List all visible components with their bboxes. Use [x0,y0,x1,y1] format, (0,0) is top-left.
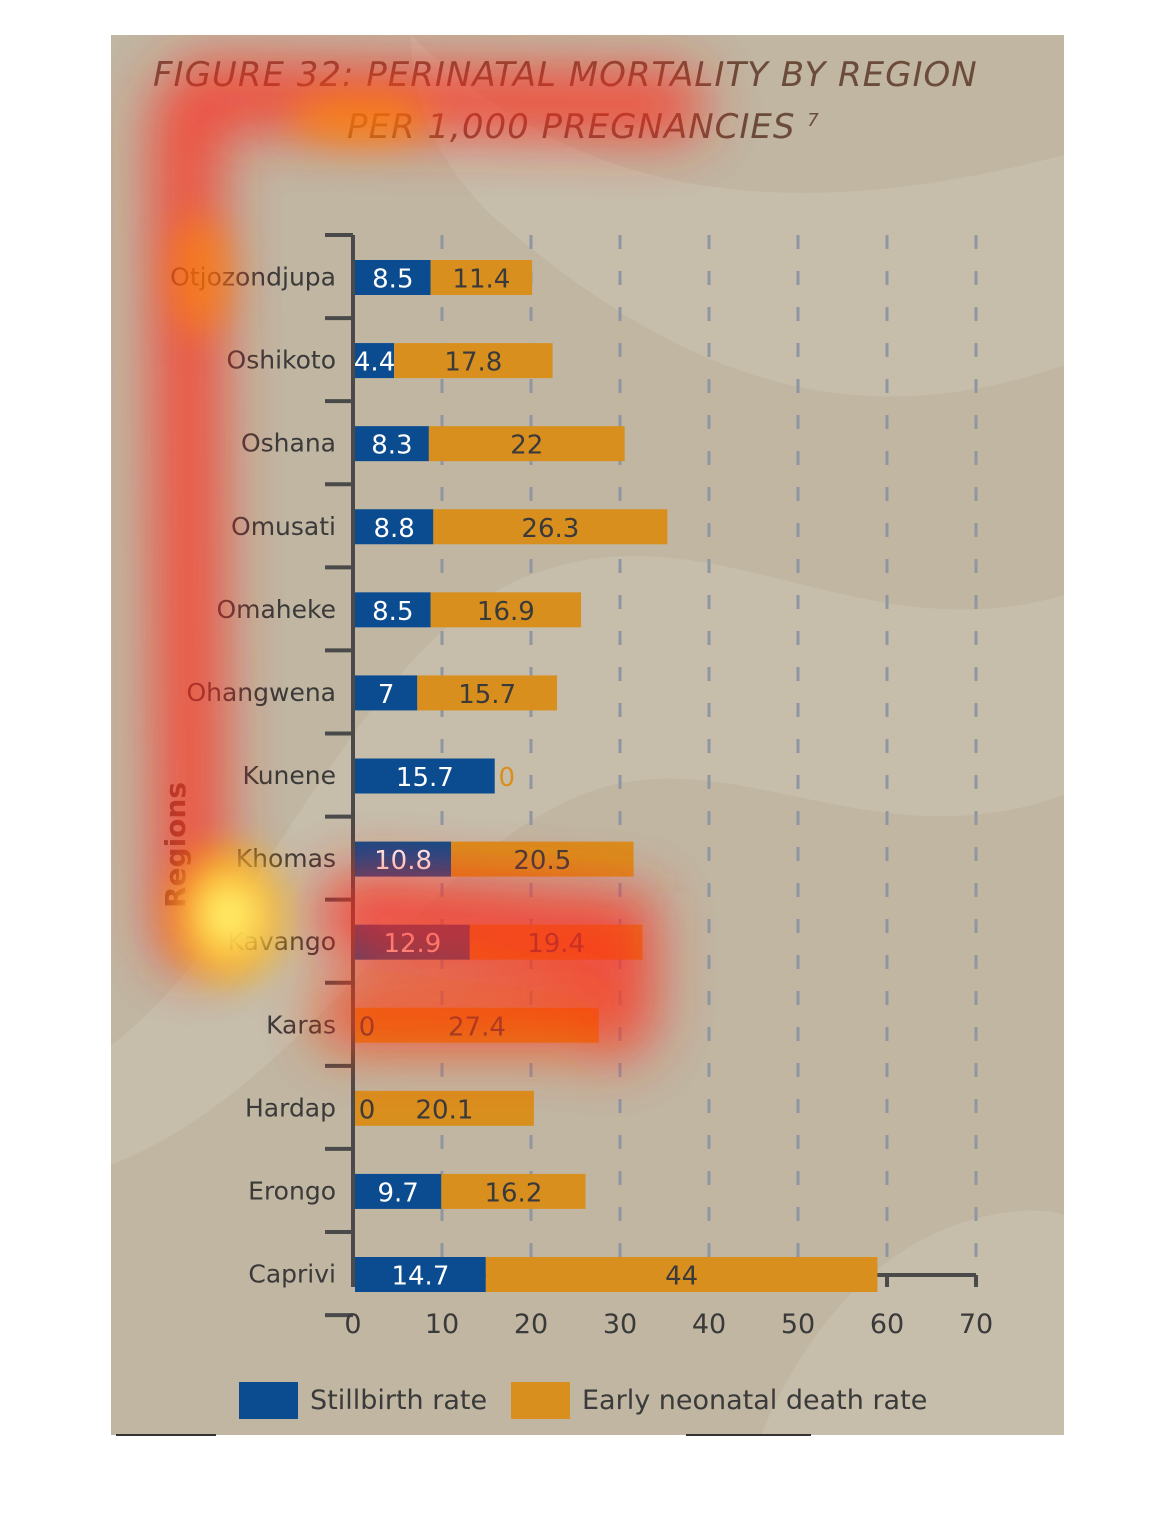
background-waves [111,35,1064,1435]
bar-stillbirth [355,675,418,711]
category-label: Kavango [228,927,336,956]
bar-stillbirth [355,343,395,379]
category-label: Caprivi [248,1260,336,1289]
legend-item-early-neonatal: Early neonatal death rate [511,1380,927,1420]
footnote-marker: 7 [807,110,820,131]
data-label-stillbirth: 4.4 [354,348,395,378]
x-tick-label: 50 [781,1309,815,1340]
data-label-stillbirth: 12.9 [383,929,441,959]
figure-panel: FIGURE 32: PERINATAL MORTALITY BY REGION… [111,35,1064,1435]
data-label-early-neonatal: 15.7 [458,680,516,710]
data-label-stillbirth: 14.7 [391,1262,449,1292]
data-label-early-neonatal: 27.4 [448,1012,506,1042]
data-label-early-neonatal: 16.2 [484,1178,542,1208]
data-label-early-neonatal: 19.4 [527,929,585,959]
x-tick-label: 20 [514,1309,548,1340]
bar-early-neonatal [417,675,558,711]
data-label-early-neonatal: 17.8 [444,348,502,378]
category-label: Oshikoto [227,346,336,375]
legend-swatch-stillbirth [239,1381,298,1419]
data-label-stillbirth: 0 [359,1012,376,1042]
bar-early-neonatal [441,1173,586,1209]
category-label: Oshana [241,429,336,458]
category-label: Ohangwena [186,678,336,707]
footer-rule-left [116,1434,216,1436]
y-axis-title: Regions [159,782,192,908]
data-label-stillbirth: 9.7 [377,1178,418,1208]
category-label: Otjozondjupa [170,263,336,292]
data-label-early-neonatal: 44 [665,1262,698,1292]
bar-early-neonatal [430,592,582,628]
bar-stillbirth [355,260,431,295]
legend-label-early-neonatal: Early neonatal death rate [582,1384,928,1416]
data-label-stillbirth: 8.3 [371,431,412,461]
category-label: Kunene [243,761,336,790]
bar-early-neonatal [428,426,625,462]
x-tick-label: 60 [870,1309,904,1340]
bar-stillbirth [355,758,495,794]
data-label-early-neonatal: 20.5 [513,846,571,876]
legend-swatch-early-neonatal [511,1381,570,1419]
data-label-early-neonatal: 22 [510,431,543,461]
bar-stillbirth [355,592,431,628]
data-label-early-neonatal: 0 [498,763,515,793]
category-label: Hardap [245,1093,336,1122]
category-label: Omusati [231,512,336,541]
bar-early-neonatal [485,1257,878,1292]
category-label: Erongo [248,1176,336,1205]
x-tick-label: 10 [425,1309,459,1340]
bar-stillbirth [355,426,429,462]
bar-early-neonatal [430,260,533,295]
data-label-early-neonatal: 20.1 [415,1095,473,1125]
legend-item-stillbirth: Stillbirth rate [239,1380,487,1420]
data-label-stillbirth: 8.5 [372,597,413,627]
bar-early-neonatal [433,509,668,545]
data-label-stillbirth: 8.8 [373,514,414,544]
bar-stillbirth [355,509,434,545]
category-label: Khomas [236,844,336,873]
x-tick-label: 30 [603,1309,637,1340]
bar-early-neonatal [355,1090,534,1126]
data-label-early-neonatal: 26.3 [521,514,579,544]
footer-rule-right [686,1434,811,1436]
data-label-early-neonatal: 16.9 [477,597,535,627]
bar-stillbirth [355,1173,442,1209]
bar-stillbirth [355,1257,486,1292]
legend-label-stillbirth: Stillbirth rate [310,1384,488,1416]
category-label: Omaheke [216,595,336,624]
data-label-stillbirth: 7 [378,680,395,710]
bar-early-neonatal [394,343,553,379]
data-label-stillbirth: 8.5 [372,265,413,295]
x-tick-label: 40 [692,1309,726,1340]
data-label-early-neonatal: 11.4 [452,265,510,295]
category-label: Karas [266,1010,336,1039]
data-label-stillbirth: 0 [359,1095,376,1125]
data-label-stillbirth: 10.8 [374,846,432,876]
x-tick-label: 70 [959,1309,993,1340]
data-label-stillbirth: 15.7 [396,763,454,793]
x-tick-label: 0 [344,1309,361,1340]
